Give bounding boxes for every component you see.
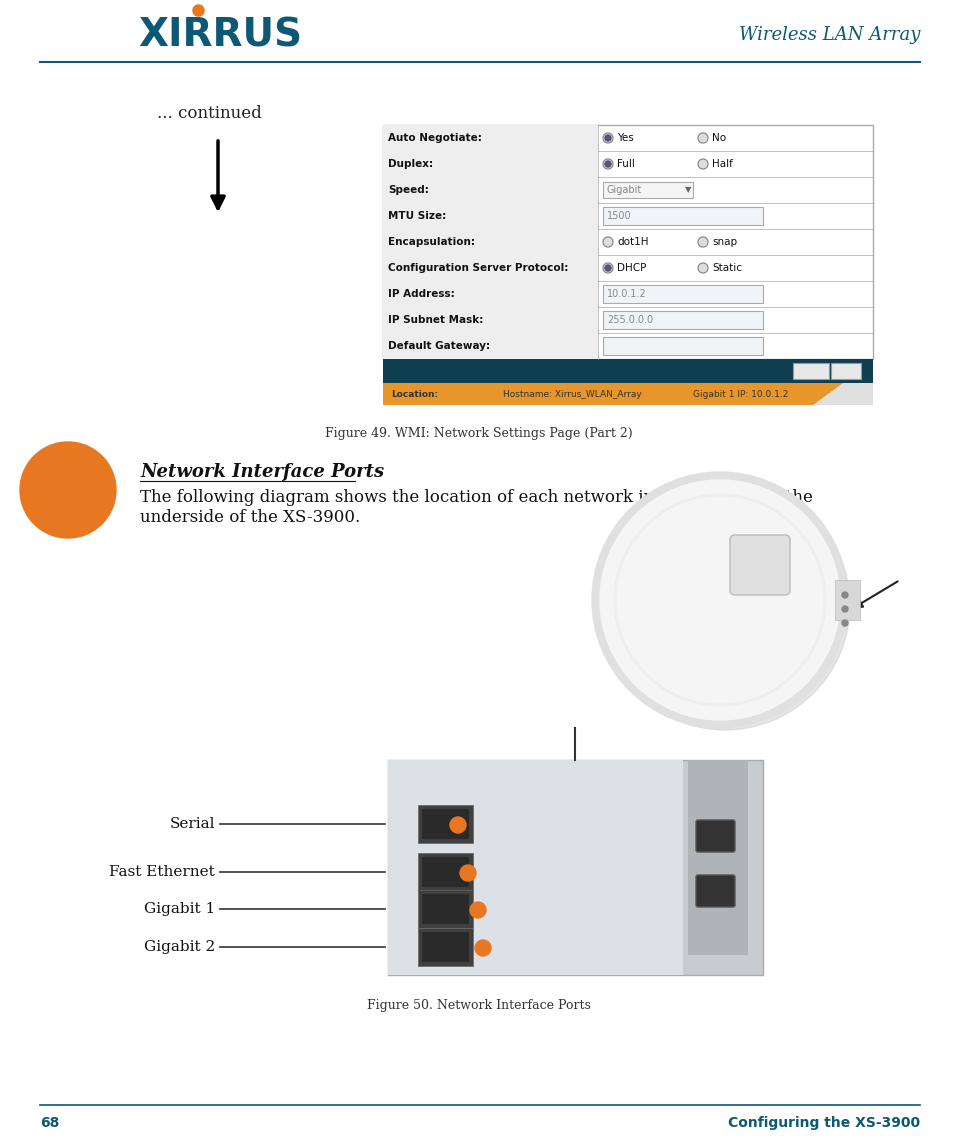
Text: Figure 49. WMI: Network Settings Page (Part 2): Figure 49. WMI: Network Settings Page (P… xyxy=(325,427,633,439)
Circle shape xyxy=(460,865,476,881)
FancyBboxPatch shape xyxy=(388,760,683,975)
Circle shape xyxy=(605,160,611,167)
Text: ... continued: ... continued xyxy=(157,105,262,122)
Circle shape xyxy=(603,133,613,143)
FancyBboxPatch shape xyxy=(383,178,598,203)
Text: Wireless LAN Array: Wireless LAN Array xyxy=(739,26,920,44)
Polygon shape xyxy=(813,384,873,405)
FancyBboxPatch shape xyxy=(388,760,763,975)
FancyBboxPatch shape xyxy=(383,151,598,178)
Circle shape xyxy=(605,265,611,271)
Text: 255.0.0.0: 255.0.0.0 xyxy=(607,315,653,325)
Text: underside of the XS-3900.: underside of the XS-3900. xyxy=(140,509,360,526)
FancyBboxPatch shape xyxy=(383,358,873,384)
Text: Static: Static xyxy=(712,263,742,273)
FancyBboxPatch shape xyxy=(383,384,873,405)
Text: Hostname: Xirrus_WLAN_Array: Hostname: Xirrus_WLAN_Array xyxy=(503,389,642,398)
Text: ▼: ▼ xyxy=(685,185,692,195)
Text: Save: Save xyxy=(834,366,857,376)
Circle shape xyxy=(842,620,848,626)
Text: Gigabit 2: Gigabit 2 xyxy=(144,940,215,954)
Circle shape xyxy=(20,442,116,538)
Text: Gigabit: Gigabit xyxy=(607,185,642,195)
Circle shape xyxy=(698,133,708,143)
Circle shape xyxy=(475,940,491,956)
Circle shape xyxy=(603,159,613,170)
FancyBboxPatch shape xyxy=(383,255,598,281)
FancyBboxPatch shape xyxy=(383,125,873,358)
Text: No: No xyxy=(712,133,726,143)
FancyBboxPatch shape xyxy=(603,182,693,198)
FancyBboxPatch shape xyxy=(418,890,473,927)
Text: IP Subnet Mask:: IP Subnet Mask: xyxy=(388,315,484,325)
Circle shape xyxy=(603,237,613,247)
FancyBboxPatch shape xyxy=(793,363,829,379)
Text: dot1H: dot1H xyxy=(617,237,649,247)
Text: MTU Size:: MTU Size: xyxy=(388,211,446,221)
Text: Fast Ethernet: Fast Ethernet xyxy=(109,865,215,879)
Text: Configuration Server Protocol:: Configuration Server Protocol: xyxy=(388,263,568,273)
Text: Half: Half xyxy=(712,159,733,170)
FancyBboxPatch shape xyxy=(603,207,763,225)
Text: The following diagram shows the location of each network interface port on the: The following diagram shows the location… xyxy=(140,489,813,506)
Text: 68: 68 xyxy=(40,1116,59,1130)
Circle shape xyxy=(698,263,708,273)
FancyBboxPatch shape xyxy=(831,363,861,379)
Text: Full: Full xyxy=(617,159,635,170)
FancyBboxPatch shape xyxy=(383,307,598,333)
Text: Default Gateway:: Default Gateway: xyxy=(388,341,490,351)
Text: Serial: Serial xyxy=(170,817,215,831)
FancyBboxPatch shape xyxy=(422,932,469,962)
Text: Gigabit 1 IP: 10.0.1.2: Gigabit 1 IP: 10.0.1.2 xyxy=(693,389,788,398)
Text: Gigabit 1: Gigabit 1 xyxy=(144,902,215,916)
Text: Location:: Location: xyxy=(391,389,438,398)
Circle shape xyxy=(470,902,486,918)
Circle shape xyxy=(592,472,848,728)
FancyBboxPatch shape xyxy=(422,809,469,839)
Circle shape xyxy=(600,480,840,720)
Text: Speed:: Speed: xyxy=(388,185,429,195)
Text: IP Address:: IP Address: xyxy=(388,289,455,299)
Circle shape xyxy=(842,607,848,612)
Text: Yes: Yes xyxy=(617,133,634,143)
Text: snap: snap xyxy=(712,237,737,247)
Text: Configuring the XS-3900: Configuring the XS-3900 xyxy=(728,1116,920,1130)
FancyBboxPatch shape xyxy=(696,820,735,852)
FancyBboxPatch shape xyxy=(603,311,763,329)
FancyBboxPatch shape xyxy=(603,284,763,303)
FancyBboxPatch shape xyxy=(696,875,735,907)
FancyBboxPatch shape xyxy=(422,857,469,887)
FancyBboxPatch shape xyxy=(383,125,598,151)
Text: Figure 50. Network Interface Ports: Figure 50. Network Interface Ports xyxy=(367,998,591,1012)
Circle shape xyxy=(603,263,613,273)
Text: 10.0.1.2: 10.0.1.2 xyxy=(607,289,647,299)
FancyBboxPatch shape xyxy=(688,760,748,955)
Circle shape xyxy=(450,817,466,833)
Text: XIRRUS: XIRRUS xyxy=(138,16,302,53)
Text: Duplex:: Duplex: xyxy=(388,159,433,170)
Circle shape xyxy=(698,159,708,170)
FancyBboxPatch shape xyxy=(580,460,860,740)
Text: 1500: 1500 xyxy=(607,211,631,221)
FancyBboxPatch shape xyxy=(418,854,473,891)
Circle shape xyxy=(698,237,708,247)
FancyBboxPatch shape xyxy=(603,337,763,355)
Circle shape xyxy=(842,592,848,597)
FancyBboxPatch shape xyxy=(383,203,598,229)
Circle shape xyxy=(605,135,611,141)
Text: Encapsulation:: Encapsulation: xyxy=(388,237,475,247)
Circle shape xyxy=(600,480,850,729)
FancyBboxPatch shape xyxy=(730,535,790,595)
Text: DHCP: DHCP xyxy=(617,263,647,273)
FancyBboxPatch shape xyxy=(422,894,469,924)
FancyBboxPatch shape xyxy=(383,229,598,255)
FancyBboxPatch shape xyxy=(383,281,598,307)
FancyBboxPatch shape xyxy=(835,580,860,620)
Text: Apply: Apply xyxy=(798,366,824,376)
FancyBboxPatch shape xyxy=(383,333,598,358)
FancyBboxPatch shape xyxy=(418,805,473,843)
Text: Network Interface Ports: Network Interface Ports xyxy=(140,463,384,481)
Text: Auto Negotiate:: Auto Negotiate: xyxy=(388,133,482,143)
FancyBboxPatch shape xyxy=(418,927,473,966)
